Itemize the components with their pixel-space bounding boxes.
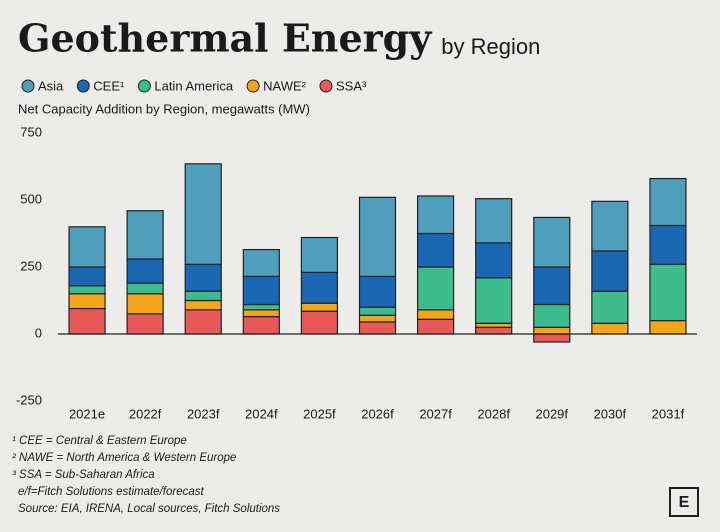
bar-segment <box>184 263 222 292</box>
legend-label: CEE¹ <box>93 78 125 93</box>
x-tick-label: 2026f <box>361 406 394 421</box>
bar-segment <box>416 309 455 320</box>
bar-segment <box>649 263 687 322</box>
x-tick-label: 2029f <box>535 406 568 421</box>
bar-segment <box>242 309 280 318</box>
bar-segment <box>649 224 687 265</box>
y-tick-label: 250 <box>20 258 42 273</box>
bar-segment <box>416 232 455 268</box>
bar-segment <box>475 277 513 324</box>
bar-segment <box>475 322 513 328</box>
bar-segment <box>184 309 222 335</box>
logo: E <box>679 494 690 511</box>
bar-segment <box>126 313 164 335</box>
bar-segment <box>68 293 106 310</box>
x-tick-label: 2031f <box>652 406 685 421</box>
legend-label: Latin America <box>154 78 234 93</box>
bar-segment <box>68 226 106 268</box>
bar-segment <box>68 307 106 335</box>
chart-subtitle: Net Capacity Addition by Region, megawat… <box>18 101 310 116</box>
bar-segment <box>68 266 106 287</box>
bar-segment <box>533 216 571 268</box>
bar-segment <box>591 200 629 252</box>
y-tick-label: 500 <box>20 191 42 206</box>
bar-segment <box>300 310 339 335</box>
legend-label: SSA³ <box>336 78 367 93</box>
bar-segment <box>242 275 280 306</box>
legend-swatch <box>21 79 35 93</box>
bar-segment <box>416 318 455 335</box>
bar-segment <box>300 271 339 304</box>
bar-segment <box>416 266 455 311</box>
bar-segment <box>416 195 455 235</box>
legend-swatch <box>76 79 90 93</box>
y-tick-label: 750 <box>20 124 42 139</box>
bar-segment <box>358 196 397 277</box>
bar-segment <box>126 258 164 284</box>
bar-segment <box>533 333 571 343</box>
x-tick-label: 2025f <box>303 406 336 421</box>
bar-segment <box>242 303 280 311</box>
footnote: Source: EIA, IRENA, Local sources, Fitch… <box>18 503 280 515</box>
x-tick-label: 2022f <box>129 406 162 421</box>
bar-segment <box>358 306 397 316</box>
legend-swatch <box>137 79 151 93</box>
footnote: ¹ CEE = Central & Eastern Europe <box>12 435 187 447</box>
bar-segment <box>475 242 513 279</box>
x-tick-label: 2021e <box>69 406 105 421</box>
bar-segment <box>242 315 280 335</box>
y-tick-label: 0 <box>35 325 42 340</box>
bar-segment <box>358 314 397 323</box>
bar-segment <box>184 163 222 265</box>
bar-segment <box>358 321 397 335</box>
bar-segment <box>126 210 164 260</box>
bar-segment <box>126 282 164 295</box>
bar-segment <box>591 250 629 292</box>
chart-title: Geothermal Energy <box>18 16 432 61</box>
bar-segment <box>591 322 629 335</box>
x-tick-label: 2024f <box>245 406 278 421</box>
bar-segment <box>475 326 513 335</box>
legend-swatch <box>246 79 260 93</box>
bar-segment <box>649 320 687 335</box>
legend-label: Asia <box>38 78 64 93</box>
x-tick-label: 2027f <box>419 406 452 421</box>
logo-box <box>669 487 699 517</box>
bar-segment <box>126 293 164 315</box>
bar-segment <box>475 198 513 244</box>
bar-segment <box>184 290 222 302</box>
footnote: ³ SSA = Sub-Saharan Africa <box>12 469 155 481</box>
x-tick-label: 2028f <box>477 406 510 421</box>
bar-segment <box>358 275 397 308</box>
bar-segment <box>300 236 339 273</box>
x-tick-label: 2030f <box>594 406 627 421</box>
bar-segment <box>300 302 339 312</box>
bar-segment <box>242 248 280 277</box>
y-tick-label: -250 <box>16 392 42 407</box>
legend-label: NAWE² <box>263 78 307 93</box>
bar-segment <box>184 299 222 311</box>
bar-segment <box>533 326 571 335</box>
bar-segment <box>591 290 629 324</box>
bar-segment <box>68 285 106 295</box>
x-tick-label: 2023f <box>187 406 220 421</box>
footnote: e/f=Fitch Solutions estimate/forecast <box>18 486 204 498</box>
footnote: ² NAWE = North America & Western Europe <box>12 452 236 464</box>
bar-segment <box>533 266 571 306</box>
bar-segment <box>649 177 687 227</box>
legend-swatch <box>319 79 333 93</box>
bar-segment <box>533 303 571 328</box>
chart-title-suffix: by Region <box>441 34 540 59</box>
